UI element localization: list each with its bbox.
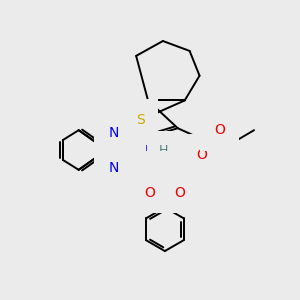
- Text: O: O: [214, 123, 225, 137]
- Text: S: S: [160, 179, 170, 194]
- Text: S: S: [136, 113, 145, 127]
- Text: N: N: [108, 161, 118, 175]
- Text: O: O: [196, 148, 207, 162]
- Text: NH: NH: [152, 163, 170, 176]
- Text: N: N: [108, 126, 118, 140]
- Text: O: O: [145, 186, 155, 200]
- Text: H: H: [166, 163, 176, 176]
- Text: NH: NH: [145, 143, 163, 157]
- Text: H: H: [159, 143, 169, 157]
- Text: O: O: [174, 186, 185, 200]
